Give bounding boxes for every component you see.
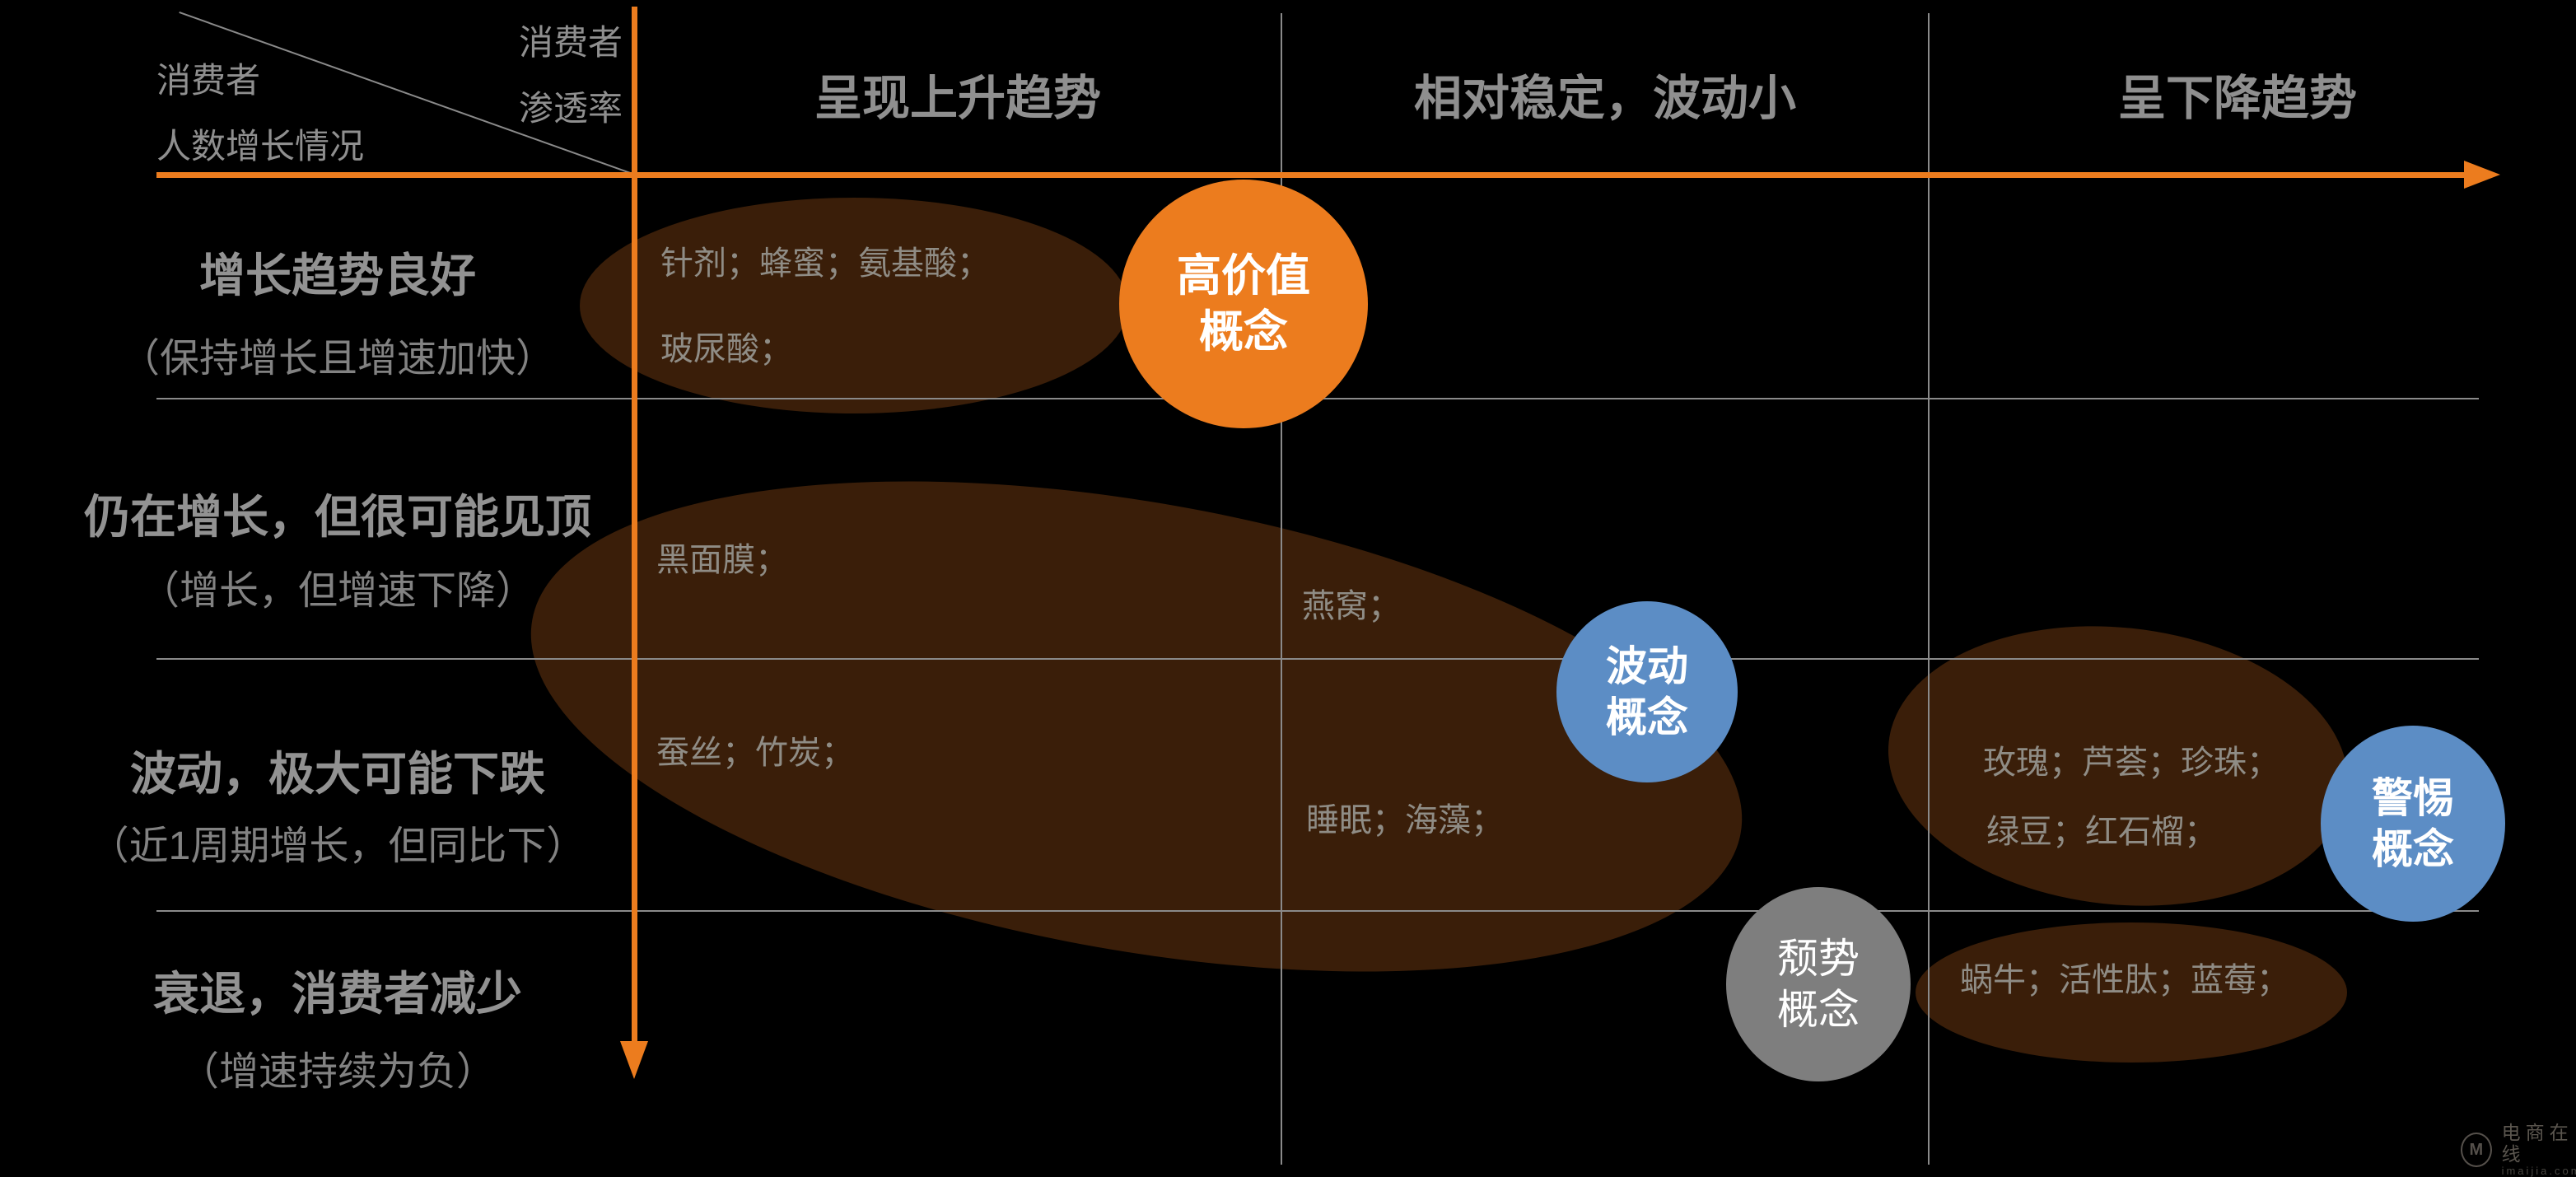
y-axis-title-line1: 消费者 [156, 61, 261, 100]
x-axis-line [156, 172, 2467, 178]
watermark-text: 电商在线 imaijia.com [2502, 1122, 2576, 1177]
watermark: M 电商在线 imaijia.com [2461, 1122, 2576, 1177]
products-stable-fluctuation: 睡眠；海藻； [1306, 802, 1504, 838]
row-subtitle-1: （保持增长且增速加快） [119, 337, 555, 381]
watermark-domain: imaijia.com [2501, 1165, 2576, 1177]
bubble-high-value-concept: 高价值 概念 [1119, 180, 1368, 428]
products-rising-good-line1: 针剂；蜂蜜；氨基酸； [660, 245, 990, 282]
bubble-alert-concept: 警惕 概念 [2321, 726, 2505, 922]
row-title-3: 波动，极大可能下跌 [130, 748, 545, 800]
y-axis-arrow-icon [620, 1041, 648, 1079]
x-axis-title-line2: 渗透率 [518, 89, 623, 128]
bubble-fluctuation-label-line2: 概念 [1606, 694, 1688, 740]
watermark-logo-icon: M [2461, 1133, 2492, 1167]
y-axis-line [632, 7, 637, 1043]
bubble-decline-concept: 颓势 概念 [1726, 887, 1911, 1081]
row-subtitle-3: （近1周期增长，但同比下） [89, 824, 586, 868]
bubble-high-value-label-line2: 概念 [1199, 307, 1288, 357]
products-stable-peak: 燕窝； [1302, 588, 1401, 624]
column-header-declining: 呈下降趋势 [2117, 72, 2357, 125]
products-declining-decay: 蜗牛；活性肽；蓝莓； [1960, 962, 2289, 998]
row-title-2: 仍在增长，但很可能见顶 [84, 491, 591, 543]
bubble-decline-label-line1: 颓势 [1777, 936, 1860, 982]
bubble-fluctuation-label-line1: 波动 [1606, 643, 1688, 689]
watermark-name: 电商在线 [2501, 1122, 2574, 1165]
products-rising-good-line2: 玻尿酸； [660, 331, 792, 367]
row-subtitle-2: （增长，但增速下降） [139, 569, 535, 613]
y-axis-title-line2: 人数增长情况 [156, 127, 365, 166]
grid-vline-2 [1928, 13, 1930, 1165]
x-axis-arrow-icon [2464, 161, 2500, 189]
grid-hline-2 [156, 658, 2479, 660]
grid-hline-3 [156, 910, 2479, 912]
column-header-stable: 相对稳定，波动小 [1413, 72, 1796, 125]
bubble-fluctuation-concept: 波动 概念 [1556, 601, 1738, 782]
row-title-1: 增长趋势良好 [199, 250, 476, 301]
bubble-alert-label-line2: 概念 [2372, 826, 2454, 872]
highlight-ellipse-decay [1916, 922, 2347, 1063]
x-axis-title-line1: 消费者 [518, 23, 623, 62]
products-declining-fluctuation-line2: 绿豆；红石榴； [1986, 814, 2217, 850]
bubble-high-value-label-line1: 高价值 [1177, 251, 1310, 301]
row-title-4: 衰退，消费者减少 [153, 968, 522, 1020]
row-subtitle-4: （增速持续为负） [179, 1050, 496, 1094]
products-rising-fluctuation: 蚕丝；竹炭； [656, 735, 854, 771]
highlight-ellipse-rising-good [580, 198, 1128, 413]
grid-vline-1 [1281, 13, 1282, 1165]
bubble-alert-label-line1: 警惕 [2372, 775, 2454, 821]
bubble-decline-label-line2: 概念 [1777, 987, 1860, 1033]
products-declining-fluctuation-line1: 玫瑰；芦荟；珍珠； [1983, 745, 2280, 781]
column-header-rising: 呈现上升趋势 [814, 72, 1101, 125]
products-rising-peak: 黑面膜； [656, 542, 788, 578]
